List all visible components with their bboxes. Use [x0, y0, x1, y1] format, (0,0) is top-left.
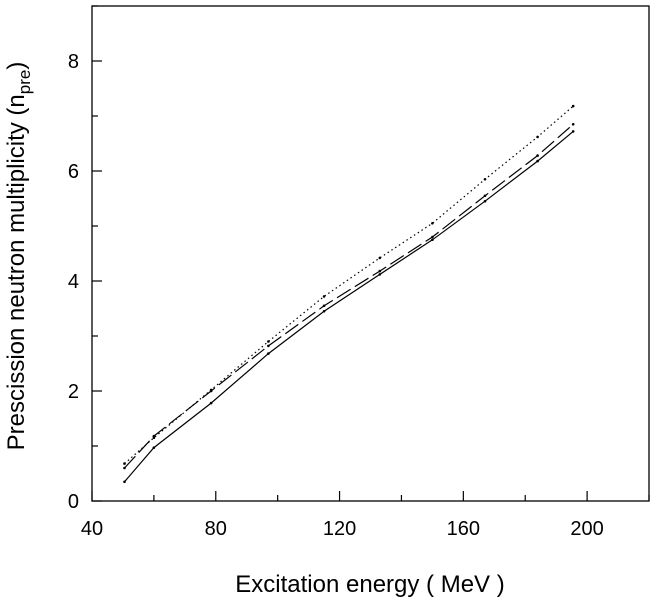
- series-dotted-point: [536, 135, 539, 139]
- x-tick-label: 40: [81, 518, 103, 540]
- series-dashed-line: [124, 123, 574, 469]
- series-solid-point: [209, 401, 213, 405]
- series-dashed-point: [571, 122, 575, 126]
- series-solid-point: [378, 273, 382, 276]
- series-dashed-point: [431, 235, 434, 239]
- x-tick-label: 120: [323, 518, 356, 540]
- series-dotted-line: [124, 105, 574, 465]
- series-dotted-point: [378, 256, 382, 260]
- series-solid-point: [431, 238, 434, 242]
- plot-frame: [91, 5, 650, 502]
- series-dashed-point: [322, 304, 326, 308]
- series-dotted-point: [123, 462, 126, 465]
- y-tick-label: 4: [68, 271, 79, 293]
- series-dotted-point: [431, 221, 434, 225]
- series-dotted-point: [571, 104, 575, 108]
- series-dotted-point: [152, 436, 156, 440]
- series-solid-point: [483, 199, 487, 203]
- x-tick-label: 160: [447, 518, 480, 540]
- y-axis-title-subscript: pre: [15, 70, 34, 95]
- series-dashed-point: [267, 344, 270, 348]
- y-tick-label: 2: [68, 381, 79, 403]
- series-dashed-point: [123, 466, 126, 470]
- x-tick-label: 200: [570, 518, 603, 540]
- series-solid-point: [267, 352, 270, 355]
- y-axis-title-prefix: Prescission neutron multiplicity (n: [3, 94, 30, 450]
- x-axis-title: Excitation energy ( MeV ): [235, 571, 504, 598]
- series-dashed-point: [536, 154, 539, 157]
- series-dashed-point: [483, 194, 487, 198]
- x-tick-label: 80: [205, 518, 227, 540]
- series-solid-point: [536, 159, 539, 163]
- y-axis-title-suffix: ): [3, 62, 30, 70]
- y-tick-label: 6: [68, 161, 79, 183]
- series-dotted-point: [322, 295, 326, 298]
- series-solid-point: [123, 480, 126, 484]
- series-dotted-point: [209, 388, 213, 392]
- series-dotted-point: [483, 177, 487, 181]
- series-dotted-point: [267, 340, 270, 343]
- y-axis-title: Prescission neutron multiplicity (npre): [3, 62, 34, 451]
- series-solid-point: [571, 130, 575, 133]
- y-tick-label: 0: [68, 491, 79, 513]
- ticks: [91, 5, 650, 502]
- series-solid-line: [124, 130, 574, 483]
- series-layer: [123, 104, 575, 484]
- series-solid-point: [322, 309, 326, 313]
- series-solid-point: [152, 446, 156, 449]
- y-tick-label: 8: [68, 51, 79, 73]
- tick-labels: 40 80 120 160 200 0 2 4 6 8: [68, 51, 604, 540]
- series-dashed-point: [378, 269, 382, 273]
